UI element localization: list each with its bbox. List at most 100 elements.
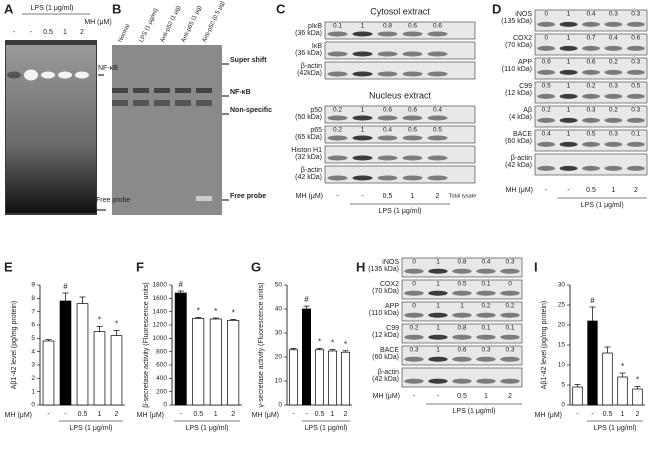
band	[626, 117, 645, 123]
row-label: C99	[519, 83, 532, 90]
band	[404, 268, 424, 274]
y-tick-label: 4	[31, 348, 35, 355]
row-size: (42kDa)	[297, 70, 322, 77]
band-value: 0.8	[457, 325, 466, 332]
band-value: 0	[544, 11, 548, 18]
band	[604, 45, 623, 51]
lane-label: 1	[411, 193, 415, 200]
dose-label: MH (μM)	[137, 412, 164, 419]
bar	[110, 335, 123, 406]
band-value: 0.5	[457, 281, 466, 288]
band	[327, 135, 348, 141]
band-value: 1	[567, 35, 571, 42]
significance: *	[636, 376, 639, 385]
bar	[209, 318, 222, 406]
band	[404, 334, 424, 340]
bar	[327, 350, 338, 406]
dose-label: MH (μM)	[84, 19, 111, 26]
treatment: LPS (1 μg/ml)	[70, 425, 113, 432]
band	[604, 165, 623, 171]
blot	[324, 105, 476, 124]
band-value: 1	[361, 23, 365, 30]
band	[402, 31, 423, 37]
band	[175, 88, 191, 93]
significance: *	[344, 340, 347, 349]
band-value: 1	[436, 347, 440, 354]
lane-label: 0.5	[43, 29, 53, 36]
gel-b	[112, 45, 222, 215]
band-value: 1	[361, 107, 365, 114]
band-value: 1	[436, 259, 440, 266]
band	[537, 117, 556, 123]
treatment: LPS (1 μg/ml)	[31, 5, 74, 12]
band	[352, 155, 373, 161]
significance: *	[115, 319, 118, 328]
lane-label: 2	[436, 193, 440, 200]
band-value: 0.4	[586, 11, 595, 18]
y-tick-label: 10	[558, 362, 566, 369]
band	[428, 378, 448, 384]
blot	[324, 145, 476, 164]
row-label: p50	[310, 107, 322, 114]
band	[112, 88, 128, 93]
band	[402, 155, 423, 161]
band	[626, 21, 645, 27]
band	[404, 356, 424, 362]
band	[133, 100, 149, 106]
band-value: 1	[460, 303, 464, 310]
band	[626, 165, 645, 171]
band	[402, 175, 423, 181]
band	[24, 69, 38, 81]
band	[452, 378, 472, 384]
band	[582, 69, 600, 75]
band-value: 0.2	[609, 107, 618, 114]
band-value: 1	[567, 11, 571, 18]
band-value: 0.3	[631, 59, 640, 66]
marker: Non-specific	[230, 107, 272, 114]
band	[452, 356, 472, 362]
marker: Super shift	[230, 57, 267, 64]
band	[500, 334, 520, 340]
band	[402, 135, 423, 141]
panel-letter: E	[4, 259, 13, 274]
x-tick-label: -	[292, 411, 295, 418]
band	[559, 141, 578, 147]
lane-label: Anti-p50 (1 μg)	[160, 5, 182, 44]
band	[327, 155, 348, 161]
band	[428, 268, 448, 274]
band	[377, 51, 398, 57]
band	[582, 45, 600, 51]
band	[133, 88, 149, 93]
band-value: 0.5	[631, 83, 640, 90]
y-tick-label: 0	[561, 402, 565, 409]
significance: *	[197, 306, 200, 315]
band	[377, 31, 398, 37]
dose-label: MH (μM)	[296, 193, 323, 200]
band-value: 0.5	[586, 131, 595, 138]
row-size: (60 kDa)	[372, 354, 399, 361]
band	[582, 21, 600, 27]
lane-label: 1	[611, 187, 615, 194]
row-label: BACE	[513, 131, 532, 138]
band	[402, 71, 423, 77]
band	[427, 71, 448, 77]
section-title: Cytosol extract	[370, 6, 430, 16]
band	[352, 115, 373, 121]
row-label: Histon H1	[291, 147, 322, 154]
band	[327, 71, 348, 77]
band	[537, 93, 556, 99]
band-value: 0	[412, 281, 416, 288]
y-tick-label: 20	[275, 354, 283, 361]
band-value: 0.2	[609, 59, 618, 66]
band-value: 0.2	[333, 127, 342, 134]
band	[428, 356, 448, 362]
band-value: 0.2	[586, 83, 595, 90]
significance: *	[318, 337, 321, 346]
band-value: 0.6	[542, 59, 551, 66]
band-value: 0.6	[586, 59, 595, 66]
row-size: (42 kDa)	[372, 376, 399, 383]
bar	[632, 388, 643, 406]
significance: #	[590, 296, 595, 305]
section-title: Nucleus extract	[369, 90, 432, 100]
